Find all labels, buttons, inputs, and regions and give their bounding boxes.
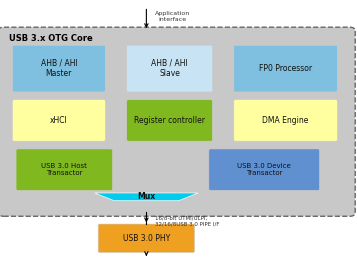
Text: 16/8-bit UTMI/ULPI,
32/16/8USB 3.0 PIPE I/F: 16/8-bit UTMI/ULPI, 32/16/8USB 3.0 PIPE … [155, 215, 220, 226]
Text: Mux: Mux [137, 192, 155, 201]
Text: Application
interface: Application interface [155, 11, 191, 22]
FancyBboxPatch shape [0, 27, 355, 216]
FancyBboxPatch shape [127, 100, 212, 141]
Text: AHB / AHI
Master: AHB / AHI Master [41, 59, 77, 78]
Text: USB 3.0 PHY: USB 3.0 PHY [123, 234, 170, 243]
FancyBboxPatch shape [12, 45, 105, 92]
FancyBboxPatch shape [12, 100, 105, 141]
FancyBboxPatch shape [127, 45, 212, 92]
Text: xHCI: xHCI [50, 116, 68, 125]
FancyBboxPatch shape [234, 100, 337, 141]
Text: USB 3.0 Device
Transactor: USB 3.0 Device Transactor [237, 163, 291, 176]
Text: FP0 Processor: FP0 Processor [259, 64, 312, 73]
FancyBboxPatch shape [209, 149, 320, 190]
Text: AHB / AHI
Slave: AHB / AHI Slave [151, 59, 188, 78]
Text: USB 3.x OTG Core: USB 3.x OTG Core [9, 34, 93, 43]
Polygon shape [95, 193, 198, 201]
FancyBboxPatch shape [16, 149, 112, 190]
Text: DMA Engine: DMA Engine [262, 116, 309, 125]
Text: Register controller: Register controller [134, 116, 205, 125]
FancyBboxPatch shape [98, 224, 195, 253]
FancyBboxPatch shape [234, 45, 337, 92]
Text: USB 3.0 Host
Transactor: USB 3.0 Host Transactor [41, 163, 87, 176]
